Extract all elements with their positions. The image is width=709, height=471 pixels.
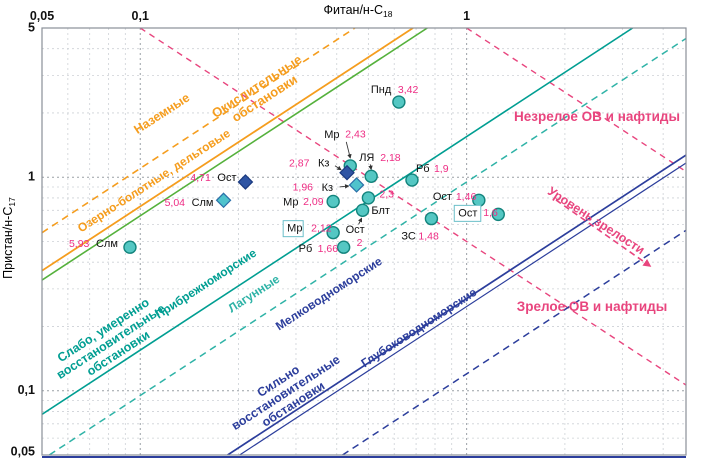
point-label: Блт (371, 205, 390, 217)
point-label: ЛЯ (359, 152, 374, 164)
point-value: 1,6 (483, 207, 498, 219)
point-label: Кз (322, 182, 333, 194)
shallow-marine-line-b (239, 162, 686, 455)
lagoonal-line (48, 37, 686, 455)
data-point-Мр (326, 225, 340, 240)
point-label: Ост (433, 191, 452, 203)
oxidizing-boundary-line (42, 28, 356, 234)
data-point-Мр (326, 194, 340, 209)
data-point-Рб (336, 240, 351, 254)
data-point-ЛЯ (364, 169, 378, 184)
grid (42, 28, 686, 455)
terrestrial-line-green (42, 28, 428, 281)
point-value: 1,46 (456, 191, 477, 203)
point-label: Ост (458, 207, 477, 219)
zone-label-oxidizing-environments: Окислительныеобстановки (209, 52, 312, 133)
x-tick-label: 1 (463, 9, 470, 23)
y-tick-label: 0,1 (18, 383, 35, 397)
point-value: 1,96 (293, 182, 314, 194)
point-value: 4,71 (190, 172, 211, 184)
y-tick-label: 5 (28, 20, 35, 34)
data-point-Ост (355, 203, 370, 218)
point-value: 1,48 (418, 230, 439, 242)
x-tick-label: 0,05 (30, 9, 54, 23)
leader-arrow (339, 184, 350, 189)
data-point-Пнд (392, 95, 406, 109)
x-axis-title: Фитан/н-C18 (324, 3, 393, 19)
data-point-ЗС (424, 211, 439, 226)
data-points: Пнд 3,42 Мр 2,43 Кз 2,87 ЛЯ 2,18 Кз 1,96 Рб 1,9 Мр 2,… (69, 84, 505, 255)
y-axis-title: Пристан/н-C17 (1, 197, 17, 279)
maturity-line-upper (466, 28, 686, 173)
point-value: 2 (357, 237, 363, 249)
zone-lines (42, 28, 686, 455)
point-label: Ост (346, 224, 365, 236)
shallow-marine-line-a (227, 154, 686, 455)
leader-arrow (345, 141, 352, 159)
zone-label-mature-om: Зрелое ОВ и нафтиды (517, 299, 667, 314)
zone-label-immature-om: Незрелое ОВ и нафтиды (514, 109, 680, 124)
leader-arrow (334, 165, 342, 171)
point-value: 2,09 (303, 196, 324, 208)
point-value: 2,3 (379, 189, 394, 201)
data-point-Блт (361, 191, 376, 205)
plot-frame (41, 27, 687, 456)
point-value: 1,66 (318, 243, 339, 255)
data-point-Слм (215, 192, 232, 209)
maturity-arrow (555, 199, 652, 267)
x-tick-label: 0,1 (132, 9, 149, 23)
point-value: 2,18 (380, 152, 401, 164)
data-point-Рб (405, 173, 419, 187)
data-point-Кз (339, 164, 355, 181)
data-point-Ост (237, 174, 254, 190)
point-value: 2,43 (345, 129, 366, 141)
point-label: Пнд (371, 84, 392, 96)
point-label-box (453, 204, 482, 222)
point-label: Мр (287, 223, 302, 235)
leader-arrow (368, 164, 373, 171)
point-label: Ост (217, 172, 236, 184)
terrestrial-line-orange (42, 28, 414, 272)
point-value: 3,42 (398, 84, 419, 96)
deep-marine-line (342, 229, 686, 455)
zone-label-strongly-reducing: Сильновосстановительныеобстановки (222, 341, 351, 445)
point-label-box (282, 220, 304, 238)
point-label: Мр (324, 129, 339, 141)
data-point-Ост (491, 207, 505, 222)
data-point-Кз (348, 177, 365, 193)
point-label: Слм (96, 238, 118, 250)
point-value: 5,93 (69, 238, 90, 250)
point-label: Мр (283, 196, 298, 208)
point-label: Рб (416, 163, 430, 175)
zone-label-maturity-level: Уровень зрелости (545, 184, 647, 257)
point-label: Слм (192, 197, 214, 209)
maturity-line-lower (139, 28, 686, 386)
zone-label-weakly-reducing: Слабо, умеренновосстановительныеобстанов… (47, 290, 176, 394)
y-tick-label: 1 (28, 170, 35, 184)
zone-label-deep-marine: Глубоководноморские (358, 285, 479, 370)
y-tick-label: 0,05 (11, 444, 35, 458)
point-value: 2,12 (311, 222, 332, 234)
point-label: Рб (299, 243, 313, 255)
point-label: ЗС (401, 231, 416, 243)
point-value: 5,04 (165, 197, 186, 209)
point-label: Кз (318, 158, 329, 170)
data-point-Слм (123, 240, 137, 254)
point-value: 1,9 (434, 163, 449, 175)
point-value: 2,87 (289, 157, 310, 169)
leader-arrow (357, 217, 363, 225)
coastal-marine-line (42, 28, 634, 416)
